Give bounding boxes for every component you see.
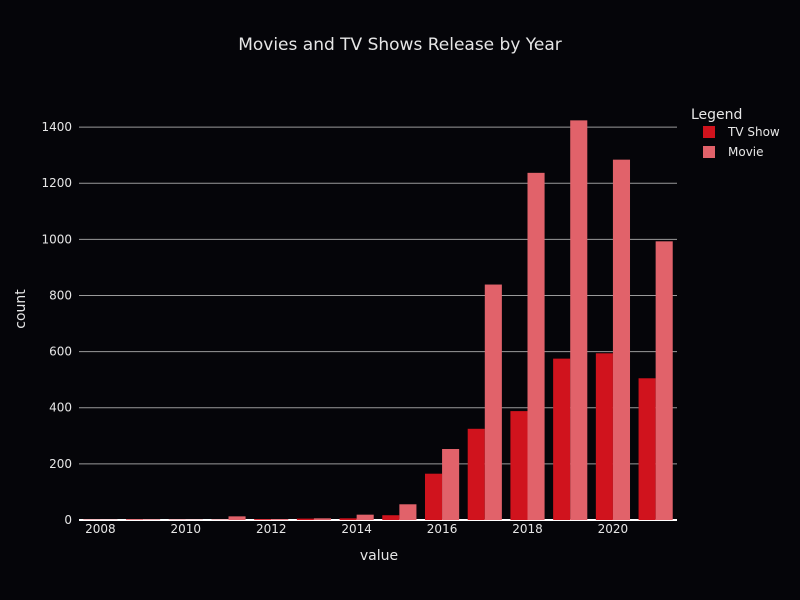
bar-tv-show[interactable] [425, 474, 442, 520]
bar-tv-show[interactable] [596, 353, 613, 520]
bar-movie[interactable] [528, 173, 545, 520]
bar-tv-show[interactable] [382, 515, 399, 520]
y-tick-label: 0 [64, 513, 72, 527]
x-tick-label: 2018 [512, 522, 543, 536]
legend-title: Legend [691, 107, 742, 123]
bar-movie[interactable] [229, 516, 246, 520]
bar-movie[interactable] [613, 160, 630, 520]
bar-movie[interactable] [271, 519, 288, 520]
bar-movie[interactable] [314, 518, 331, 520]
bars [83, 120, 672, 520]
y-tick-labels: 0 200 400 600 800 1000 1200 1400 [41, 120, 72, 527]
x-tick-label: 2010 [171, 522, 202, 536]
bar-movie[interactable] [143, 519, 160, 520]
x-tick-label: 2020 [598, 522, 629, 536]
bar-tv-show[interactable] [126, 519, 143, 520]
legend-item[interactable]: TV Show [703, 125, 780, 139]
bar-movie[interactable] [570, 120, 587, 520]
bar-movie[interactable] [357, 515, 374, 520]
bar-movie[interactable] [656, 241, 673, 520]
bar-tv-show[interactable] [468, 429, 485, 520]
x-axis-title: value [360, 548, 398, 564]
bar-tv-show[interactable] [254, 519, 271, 520]
bar-tv-show[interactable] [639, 378, 656, 520]
y-tick-label: 1000 [41, 232, 72, 246]
y-tick-label: 1200 [41, 176, 72, 190]
bar-tv-show[interactable] [510, 411, 527, 520]
y-tick-label: 800 [49, 288, 72, 302]
x-tick-label: 2012 [256, 522, 287, 536]
legend-item[interactable]: Movie [703, 145, 764, 159]
bar-tv-show[interactable] [340, 518, 357, 520]
legend-swatch [703, 126, 715, 138]
bar-movie[interactable] [399, 504, 416, 520]
y-tick-label: 600 [49, 345, 72, 359]
chart-title: Movies and TV Shows Release by Year [238, 35, 562, 55]
x-tick-label: 2016 [427, 522, 458, 536]
legend-label: Movie [728, 145, 764, 159]
x-tick-label: 2008 [85, 522, 116, 536]
bar-movie[interactable] [442, 449, 459, 520]
y-tick-label: 200 [49, 457, 72, 471]
legend[interactable]: Legend TV Show Movie [691, 107, 780, 159]
x-tick-labels: 2008 2010 2012 2014 2016 2018 2020 [85, 522, 628, 536]
bar-movie[interactable] [485, 285, 502, 520]
bar-tv-show[interactable] [297, 519, 314, 520]
x-tick-label: 2014 [341, 522, 372, 536]
y-tick-label: 400 [49, 401, 72, 415]
bar-tv-show[interactable] [553, 359, 570, 520]
y-tick-label: 1400 [41, 120, 72, 134]
y-axis-title: count [13, 289, 29, 329]
legend-label: TV Show [727, 125, 780, 139]
legend-swatch [703, 146, 715, 158]
